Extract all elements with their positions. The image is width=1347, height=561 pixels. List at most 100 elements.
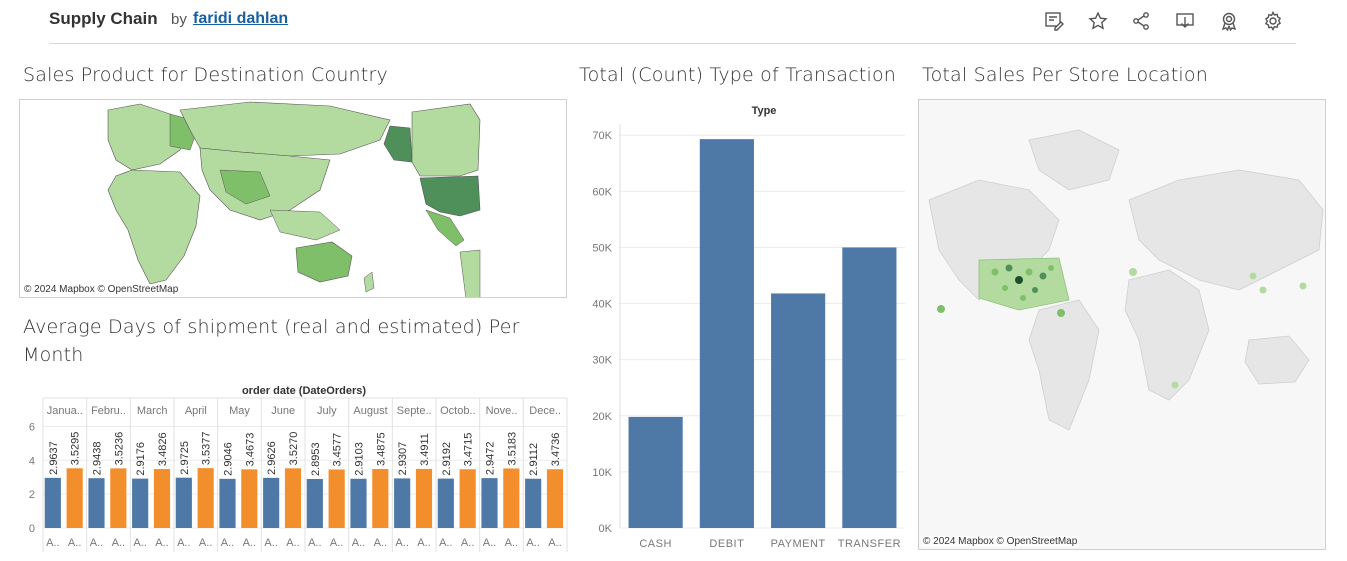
x-tick-label: A.. [461, 537, 474, 549]
bar-real[interactable] [350, 478, 367, 528]
data-label: 2.9626 [266, 441, 278, 475]
star-icon[interactable] [1086, 9, 1110, 33]
bar-estimated[interactable] [241, 469, 258, 528]
x-tick-label: A.. [308, 537, 321, 549]
map-region[interactable] [459, 249, 481, 298]
store-point[interactable] [937, 305, 945, 313]
bar-real[interactable] [481, 478, 498, 528]
store-point[interactable] [1249, 272, 1257, 280]
map-attribution: © 2024 Mapbox © OpenStreetMap [921, 536, 1080, 547]
month-header: Nove.. [486, 405, 518, 417]
map-region[interactable] [295, 241, 353, 283]
data-label: 3.5270 [288, 432, 300, 466]
y-tick-label: 0K [599, 523, 613, 535]
store-point[interactable] [1032, 287, 1038, 293]
store-region[interactable] [978, 257, 1070, 311]
bar-cash[interactable] [628, 416, 683, 528]
x-tick-label: PAYMENT [771, 538, 826, 550]
bar-estimated[interactable] [110, 468, 127, 528]
x-tick-label: A.. [526, 537, 539, 549]
month-header: July [317, 405, 337, 417]
store-point[interactable] [1015, 276, 1023, 284]
x-tick-label: A.. [395, 537, 408, 549]
store-point[interactable] [1020, 295, 1026, 301]
bar-estimated[interactable] [197, 468, 214, 528]
store-point[interactable] [1005, 264, 1013, 272]
transaction-title: Total (Count) Type of Transaction [579, 64, 897, 86]
map-land [1244, 335, 1310, 385]
y-tick-label: 4 [29, 455, 35, 467]
x-tick-label: A.. [439, 537, 452, 549]
store-point[interactable] [1039, 272, 1047, 280]
y-tick-label: 6 [29, 421, 35, 433]
y-tick-label: 20K [592, 411, 612, 423]
map-region[interactable] [411, 103, 481, 177]
store-point[interactable] [1129, 268, 1137, 276]
map-region[interactable] [107, 103, 191, 171]
settings-icon[interactable] [1261, 9, 1285, 33]
destination-country-map[interactable]: © 2024 Mapbox © OpenStreetMap [19, 99, 567, 298]
data-label: 3.4875 [375, 432, 387, 466]
map-region[interactable] [425, 209, 465, 247]
store-point[interactable] [1025, 268, 1033, 276]
bar-estimated[interactable] [372, 468, 389, 528]
bar-estimated[interactable] [546, 469, 564, 528]
map-region[interactable] [383, 125, 413, 163]
map-region[interactable] [363, 271, 375, 293]
bar-real[interactable] [175, 477, 192, 528]
map-land [1028, 129, 1120, 191]
shipment-days-chart: order date (DateOrders) Janua.. Febru.. Ma… [29, 385, 568, 552]
share-icon[interactable] [1129, 9, 1153, 33]
x-tick-label: A.. [417, 537, 430, 549]
data-label: 3.4673 [244, 433, 256, 467]
x-tick-label: A.. [46, 537, 59, 549]
author-link[interactable]: faridi dahlan [193, 10, 289, 27]
data-label: 2.9103 [353, 442, 365, 476]
store-location-map[interactable]: © 2024 Mapbox © OpenStreetMap [918, 99, 1326, 550]
store-point[interactable] [1299, 282, 1307, 290]
x-tick-label: A.. [133, 537, 146, 549]
bar-estimated[interactable] [284, 468, 302, 528]
bar-estimated[interactable] [503, 468, 520, 528]
map-land [1124, 269, 1210, 401]
store-point[interactable] [1259, 286, 1267, 294]
bar-debit[interactable] [699, 139, 754, 528]
store-point[interactable] [1057, 309, 1065, 317]
map-region[interactable] [219, 169, 271, 205]
bar-real[interactable] [219, 478, 236, 528]
data-label: 3.5183 [506, 432, 518, 466]
data-label: 3.5377 [201, 431, 213, 465]
data-label: 2.8953 [310, 442, 322, 476]
map-region[interactable] [179, 101, 391, 157]
store-point[interactable] [1171, 381, 1179, 389]
map-region[interactable] [269, 209, 341, 241]
store-point[interactable] [1002, 285, 1008, 291]
y-tick-label: 50K [592, 242, 612, 254]
bar-payment[interactable] [771, 293, 826, 528]
bar-real[interactable] [306, 479, 323, 528]
bar-real[interactable] [88, 478, 105, 528]
bar-real[interactable] [263, 477, 280, 528]
bar-real[interactable] [132, 478, 149, 528]
store-point[interactable] [1048, 265, 1054, 271]
edit-icon[interactable] [1042, 9, 1066, 33]
bar-real[interactable] [437, 478, 454, 528]
data-label: 3.4826 [157, 432, 169, 466]
bar-estimated[interactable] [66, 468, 83, 528]
bar-real[interactable] [44, 477, 61, 528]
x-tick-label: A.. [548, 537, 561, 549]
bar-real[interactable] [525, 478, 542, 528]
x-tick-label: TRANSFER [838, 538, 901, 550]
award-icon[interactable] [1217, 9, 1241, 33]
bar-real[interactable] [394, 478, 411, 528]
bar-estimated[interactable] [459, 469, 476, 528]
bar-estimated[interactable] [153, 469, 171, 528]
x-tick-label: A.. [352, 537, 365, 549]
bar-estimated[interactable] [415, 468, 433, 528]
month-header: Janua.. [47, 405, 83, 417]
map-region[interactable] [419, 175, 481, 217]
bar-estimated[interactable] [328, 469, 345, 528]
download-icon[interactable] [1173, 9, 1197, 33]
bar-transfer[interactable] [842, 247, 897, 528]
store-point[interactable] [991, 268, 999, 276]
